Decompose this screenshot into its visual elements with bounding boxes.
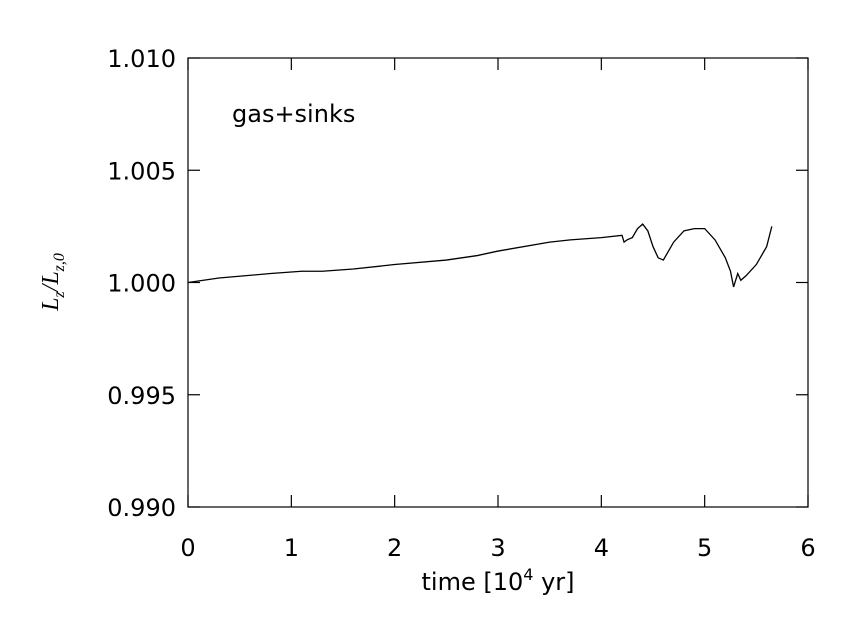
y-tick-label: 1.005 xyxy=(107,157,176,185)
x-tick-label: 0 xyxy=(180,534,195,562)
x-label-part: yr] xyxy=(533,568,574,596)
y-label-sub: z xyxy=(51,291,68,299)
annotation: gas+sinks xyxy=(232,100,355,128)
x-tick-label: 3 xyxy=(490,534,505,562)
x-tick-label: 5 xyxy=(697,534,712,562)
x-axis-label: time [104 yr] xyxy=(421,565,574,596)
y-label-sub: z,0 xyxy=(51,253,68,272)
data-line xyxy=(187,223,773,288)
y-axis-label: Lz/Lz,0 xyxy=(38,253,68,312)
y-tick-label: 1.000 xyxy=(107,270,176,298)
y-label-part: /L xyxy=(38,271,64,293)
x-label-sup: 4 xyxy=(523,565,533,584)
x-tick-label: 6 xyxy=(800,534,815,562)
y-tick-label: 0.995 xyxy=(107,382,176,410)
y-tick-label: 1.010 xyxy=(107,45,176,73)
x-tick-label: 2 xyxy=(387,534,402,562)
x-tick-label: 1 xyxy=(284,534,299,562)
y-tick-label: 0.990 xyxy=(107,494,176,522)
x-tick-label: 4 xyxy=(594,534,609,562)
x-label-part: time [10 xyxy=(421,568,523,596)
y-label-part: L xyxy=(38,298,64,312)
